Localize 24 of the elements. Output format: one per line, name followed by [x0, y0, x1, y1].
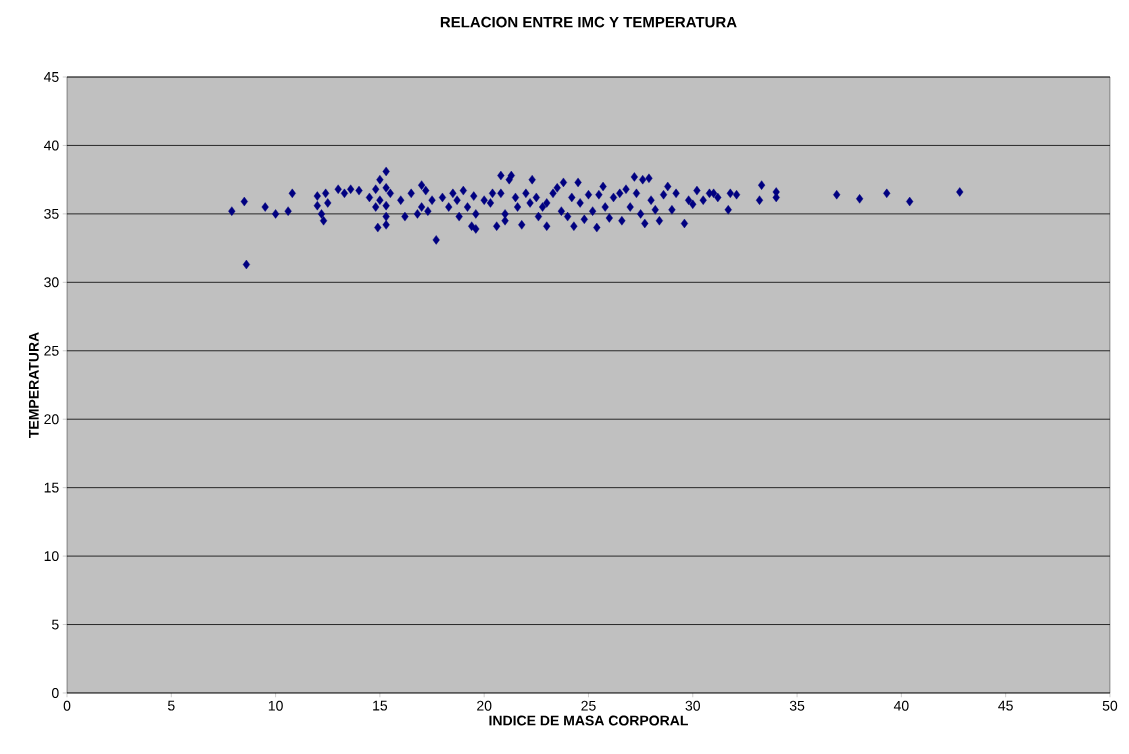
y-tick-label: 35: [44, 208, 59, 219]
x-tick-label: 30: [685, 700, 701, 711]
y-tick-label: 15: [44, 482, 59, 493]
chart-title: RELACION ENTRE IMC Y TEMPERATURA: [440, 16, 737, 28]
x-tick-label: 0: [63, 700, 71, 711]
y-tick-label: 10: [44, 551, 59, 562]
x-tick-label: 25: [581, 700, 596, 711]
x-tick-label: 10: [268, 700, 283, 711]
x-tick-label: 5: [167, 700, 175, 711]
y-tick-label: 40: [43, 140, 59, 151]
x-axis-title: INDICE DE MASA CORPORAL: [489, 715, 688, 726]
x-tick-label: 45: [998, 700, 1013, 711]
x-tick-label: 35: [789, 700, 805, 711]
y-axis-title: TEMPERATURA: [29, 332, 39, 438]
x-tick-label: 50: [1102, 700, 1118, 711]
y-tick-label: 0: [51, 688, 59, 698]
y-tick-label: 30: [44, 277, 59, 288]
y-tick-label: 45: [43, 72, 59, 82]
y-tick-label: 20: [44, 414, 59, 425]
x-tick-label: 40: [893, 700, 909, 711]
y-tick-label: 25: [44, 345, 59, 356]
x-tick-label: 20: [477, 700, 492, 711]
y-tick-label: 5: [51, 619, 59, 630]
x-tick-label: 15: [373, 700, 388, 711]
